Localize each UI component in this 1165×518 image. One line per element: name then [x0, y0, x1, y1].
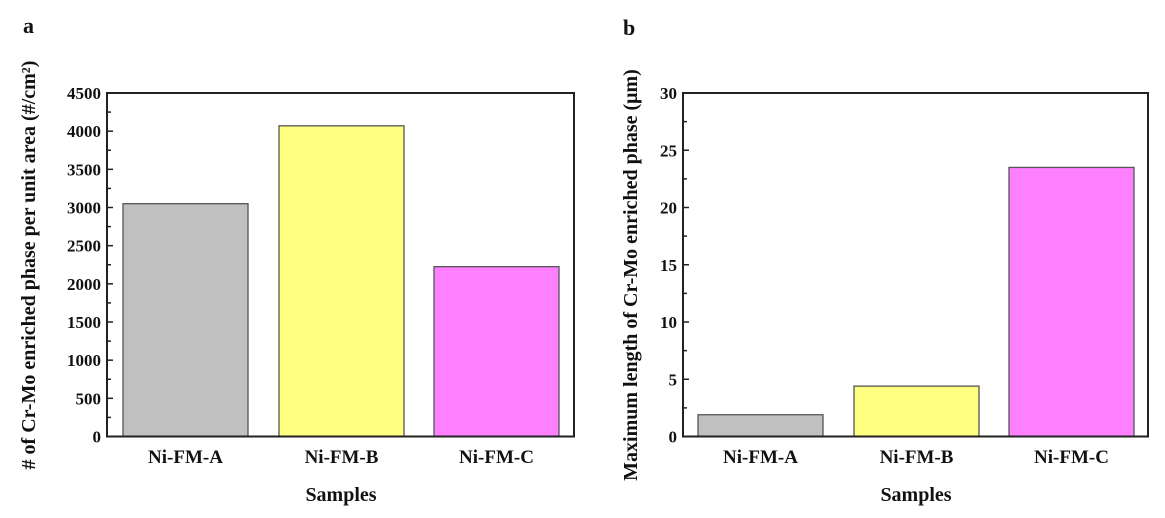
y-tick-label: 5: [669, 370, 678, 389]
y-ticks-a: 0 500 1000 1500 2000 2500 3000 3500 4000 4500: [67, 84, 113, 447]
x-tick-label: Ni-FM-C: [1034, 447, 1109, 468]
y-tick-label: 2000: [67, 275, 101, 294]
x-tick-label: Ni-FM-B: [880, 447, 954, 468]
y-tick-label: 0: [93, 428, 102, 447]
x-tick-label: Ni-FM-C: [459, 447, 534, 468]
panel-label-a: a: [23, 13, 34, 38]
y-axis-title-a: # of Cr-Mo enriched phase per unit area …: [18, 61, 40, 470]
x-tick-labels-a: Ni-FM-A Ni-FM-B Ni-FM-C: [148, 447, 534, 468]
x-tick-label: Ni-FM-B: [305, 447, 379, 468]
y-tick-label: 500: [76, 389, 102, 408]
y-tick-label: 1500: [67, 313, 101, 332]
y-tick-label: 3500: [67, 160, 101, 179]
plot-frame-b: [682, 92, 1149, 438]
y-tick-label: 20: [660, 199, 677, 218]
y-tick-label: 4000: [67, 122, 101, 141]
y-ticks-b: 0 5 10 15 20 25 30: [660, 84, 689, 447]
bars-b: [697, 166, 1135, 438]
panel-a: a # of Cr-Mo enriched phase per unit are…: [18, 13, 575, 506]
y-axis-title-b: Maximum length of Cr-Mo enriched phase (…: [620, 69, 642, 481]
panel-label-b: b: [623, 15, 635, 40]
y-tick-label: 30: [660, 84, 677, 103]
y-tick-label: 2500: [67, 237, 101, 256]
y-tick-label: 1000: [67, 351, 101, 370]
y-tick-label: 0: [669, 428, 678, 447]
bar-ni-fm-c: [1008, 166, 1135, 438]
bar-ni-fm-b: [853, 385, 980, 438]
y-tick-label: 25: [660, 141, 677, 160]
bar-ni-fm-a: [697, 414, 824, 438]
bar-ni-fm-b: [278, 125, 405, 438]
x-tick-label: Ni-FM-A: [148, 447, 223, 468]
x-tick-label: Ni-FM-A: [723, 447, 798, 468]
x-tick-labels-b: Ni-FM-A Ni-FM-B Ni-FM-C: [723, 447, 1109, 468]
bars-a: [122, 125, 560, 438]
x-axis-title-a: Samples: [305, 484, 376, 506]
plot-frame-a: [106, 92, 575, 438]
y-tick-label: 15: [660, 256, 677, 275]
y-tick-label: 4500: [67, 84, 101, 103]
y-tick-label: 10: [660, 313, 677, 332]
bar-ni-fm-a: [122, 203, 249, 438]
bar-ni-fm-c: [433, 266, 560, 438]
panel-b: b Maximum length of Cr-Mo enriched phase…: [620, 15, 1149, 506]
y-tick-label: 3000: [67, 199, 101, 218]
x-axis-title-b: Samples: [880, 484, 951, 506]
